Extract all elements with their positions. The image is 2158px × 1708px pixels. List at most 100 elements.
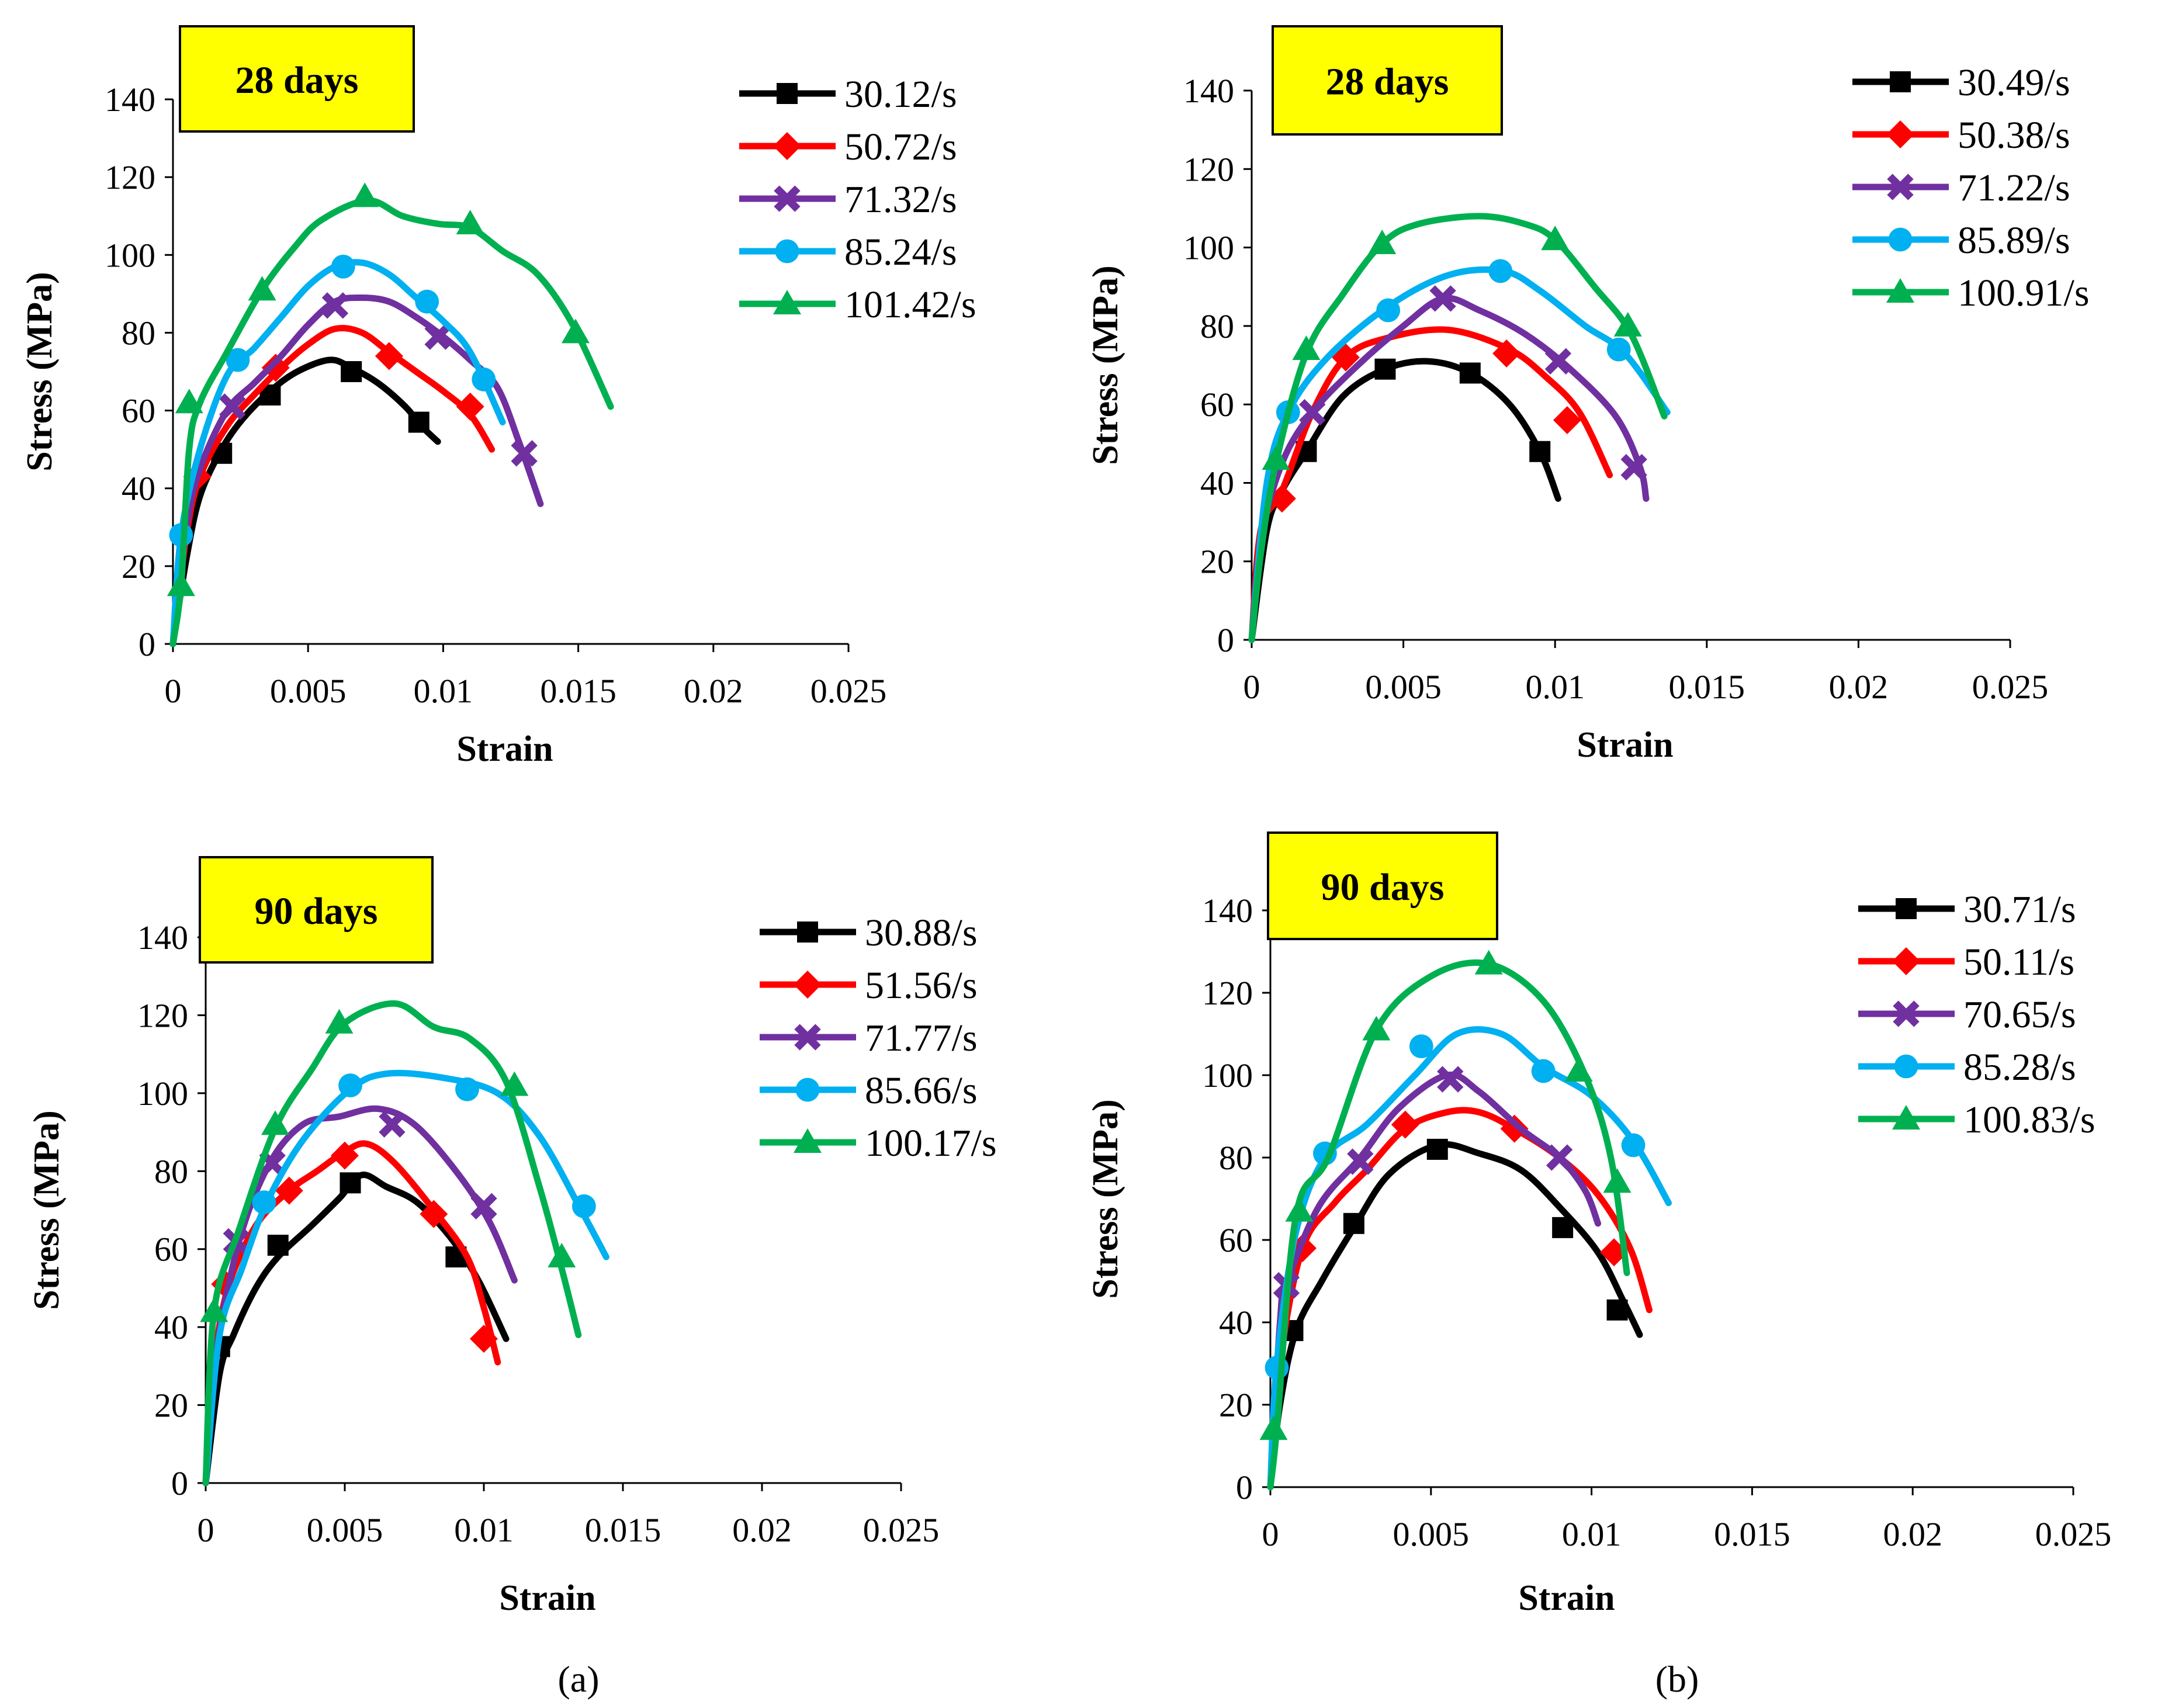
series-1 bbox=[202, 1172, 510, 1487]
x-tick-label: 0 bbox=[1262, 1515, 1279, 1553]
y-tick-label: 100 bbox=[1183, 229, 1234, 267]
legend-label: 85.66/s bbox=[865, 1069, 978, 1112]
y-tick-label: 60 bbox=[154, 1231, 188, 1269]
x-tick-label: 0.015 bbox=[1714, 1515, 1790, 1553]
data-point bbox=[248, 276, 276, 301]
y-tick-label: 40 bbox=[122, 470, 155, 508]
legend-marker bbox=[1886, 278, 1914, 303]
data-point bbox=[1347, 1148, 1374, 1175]
legend-label: 50.11/s bbox=[1963, 941, 2074, 983]
data-point bbox=[420, 1200, 448, 1228]
data-point bbox=[1552, 1217, 1574, 1238]
series-5 bbox=[1248, 213, 1668, 643]
data-point bbox=[415, 289, 439, 314]
caption-a: (a) bbox=[557, 1658, 599, 1700]
data-point bbox=[1613, 311, 1642, 337]
legend-marker bbox=[794, 971, 822, 999]
series-line bbox=[1248, 213, 1668, 643]
legend-item: 50.38/s bbox=[1852, 114, 2070, 157]
data-point bbox=[1620, 453, 1647, 481]
data-point bbox=[379, 1111, 406, 1138]
data-point bbox=[1553, 406, 1581, 434]
legend-item: 71.22/s bbox=[1852, 167, 2070, 209]
x-tick-label: 0.015 bbox=[1669, 668, 1745, 706]
legend-marker bbox=[1892, 1105, 1920, 1130]
legend-label: 85.24/s bbox=[844, 231, 957, 273]
data-point bbox=[1262, 445, 1290, 470]
x-axis-label: Strain bbox=[1518, 1578, 1615, 1618]
series-line bbox=[1248, 358, 1561, 643]
legend-item: 85.24/s bbox=[739, 231, 957, 273]
data-point bbox=[455, 1077, 479, 1101]
data-point bbox=[331, 254, 355, 279]
data-point bbox=[1488, 259, 1513, 283]
legend-marker bbox=[1896, 898, 1917, 919]
data-point bbox=[351, 182, 379, 207]
y-tick-label: 120 bbox=[137, 996, 188, 1034]
y-tick-label: 80 bbox=[154, 1152, 188, 1190]
y-tick-label: 0 bbox=[171, 1464, 188, 1502]
series-line bbox=[169, 259, 506, 647]
age-badge: 90 days bbox=[199, 856, 434, 964]
data-point bbox=[267, 1235, 289, 1256]
data-point bbox=[338, 1073, 362, 1097]
age-badge-box bbox=[199, 856, 434, 964]
y-tick-label: 80 bbox=[1200, 307, 1234, 345]
legend: 30.88/s 51.56/s 71.77/s 85.66/s 100.17/s bbox=[760, 912, 997, 1165]
data-point bbox=[1541, 226, 1570, 251]
y-tick-label: 120 bbox=[105, 158, 155, 196]
y-tick-label: 80 bbox=[122, 314, 155, 352]
data-point bbox=[1299, 399, 1326, 426]
x-tick-label: 0.01 bbox=[1562, 1515, 1622, 1553]
age-badge: 90 days bbox=[1267, 832, 1498, 940]
legend-marker bbox=[1886, 120, 1914, 148]
legend-item: 30.49/s bbox=[1852, 61, 2070, 104]
legend-item: 50.72/s bbox=[739, 126, 957, 168]
data-point bbox=[408, 411, 429, 433]
age-badge-text: 28 days bbox=[235, 59, 359, 102]
data-point bbox=[375, 342, 403, 370]
legend-marker bbox=[773, 290, 801, 314]
data-point bbox=[1437, 1066, 1464, 1093]
data-point bbox=[275, 1176, 303, 1205]
series-3 bbox=[1248, 285, 1650, 643]
data-point bbox=[252, 1190, 276, 1215]
y-tick-label: 0 bbox=[138, 625, 155, 663]
data-point bbox=[1376, 298, 1401, 323]
legend-label: 85.89/s bbox=[1958, 219, 2070, 262]
legend-label: 100.17/s bbox=[865, 1122, 997, 1165]
y-tick-label: 120 bbox=[1202, 974, 1253, 1012]
legend-label: 100.91/s bbox=[1958, 272, 2090, 314]
data-point bbox=[1391, 1110, 1419, 1139]
x-tick-label: 0.01 bbox=[414, 672, 473, 710]
legend-item: 100.83/s bbox=[1858, 1099, 2095, 1141]
age-badge-box bbox=[179, 25, 415, 133]
series-5 bbox=[1259, 950, 1632, 1491]
legend-item: 30.71/s bbox=[1858, 888, 2076, 931]
y-tick-label: 140 bbox=[105, 81, 155, 119]
data-point bbox=[470, 1193, 497, 1219]
legend-marker bbox=[777, 83, 798, 104]
y-tick-label: 80 bbox=[1219, 1139, 1253, 1177]
data-point bbox=[175, 389, 203, 414]
legend-label: 51.56/s bbox=[865, 964, 978, 1007]
y-tick-label: 120 bbox=[1183, 150, 1234, 188]
x-tick-label: 0.02 bbox=[1829, 668, 1889, 706]
legend-item: 30.88/s bbox=[760, 912, 978, 954]
data-point bbox=[1362, 1016, 1391, 1041]
data-point bbox=[1285, 1197, 1314, 1222]
legend-item: 71.32/s bbox=[739, 178, 957, 221]
legend-marker bbox=[1893, 1000, 1920, 1027]
legend: 30.12/s 50.72/s 71.32/s 85.24/s 101.42/s bbox=[739, 73, 976, 326]
data-point bbox=[341, 361, 362, 382]
data-point bbox=[511, 440, 538, 467]
data-point bbox=[1474, 950, 1503, 975]
y-tick-label: 140 bbox=[1202, 892, 1253, 930]
legend-label: 30.12/s bbox=[844, 73, 957, 116]
data-point bbox=[261, 1110, 289, 1135]
y-tick-label: 20 bbox=[1219, 1386, 1253, 1424]
legend-item: 30.12/s bbox=[739, 73, 957, 116]
age-badge-box bbox=[1267, 832, 1498, 940]
x-tick-label: 0.005 bbox=[1365, 668, 1442, 706]
y-tick-label: 60 bbox=[1200, 386, 1234, 424]
